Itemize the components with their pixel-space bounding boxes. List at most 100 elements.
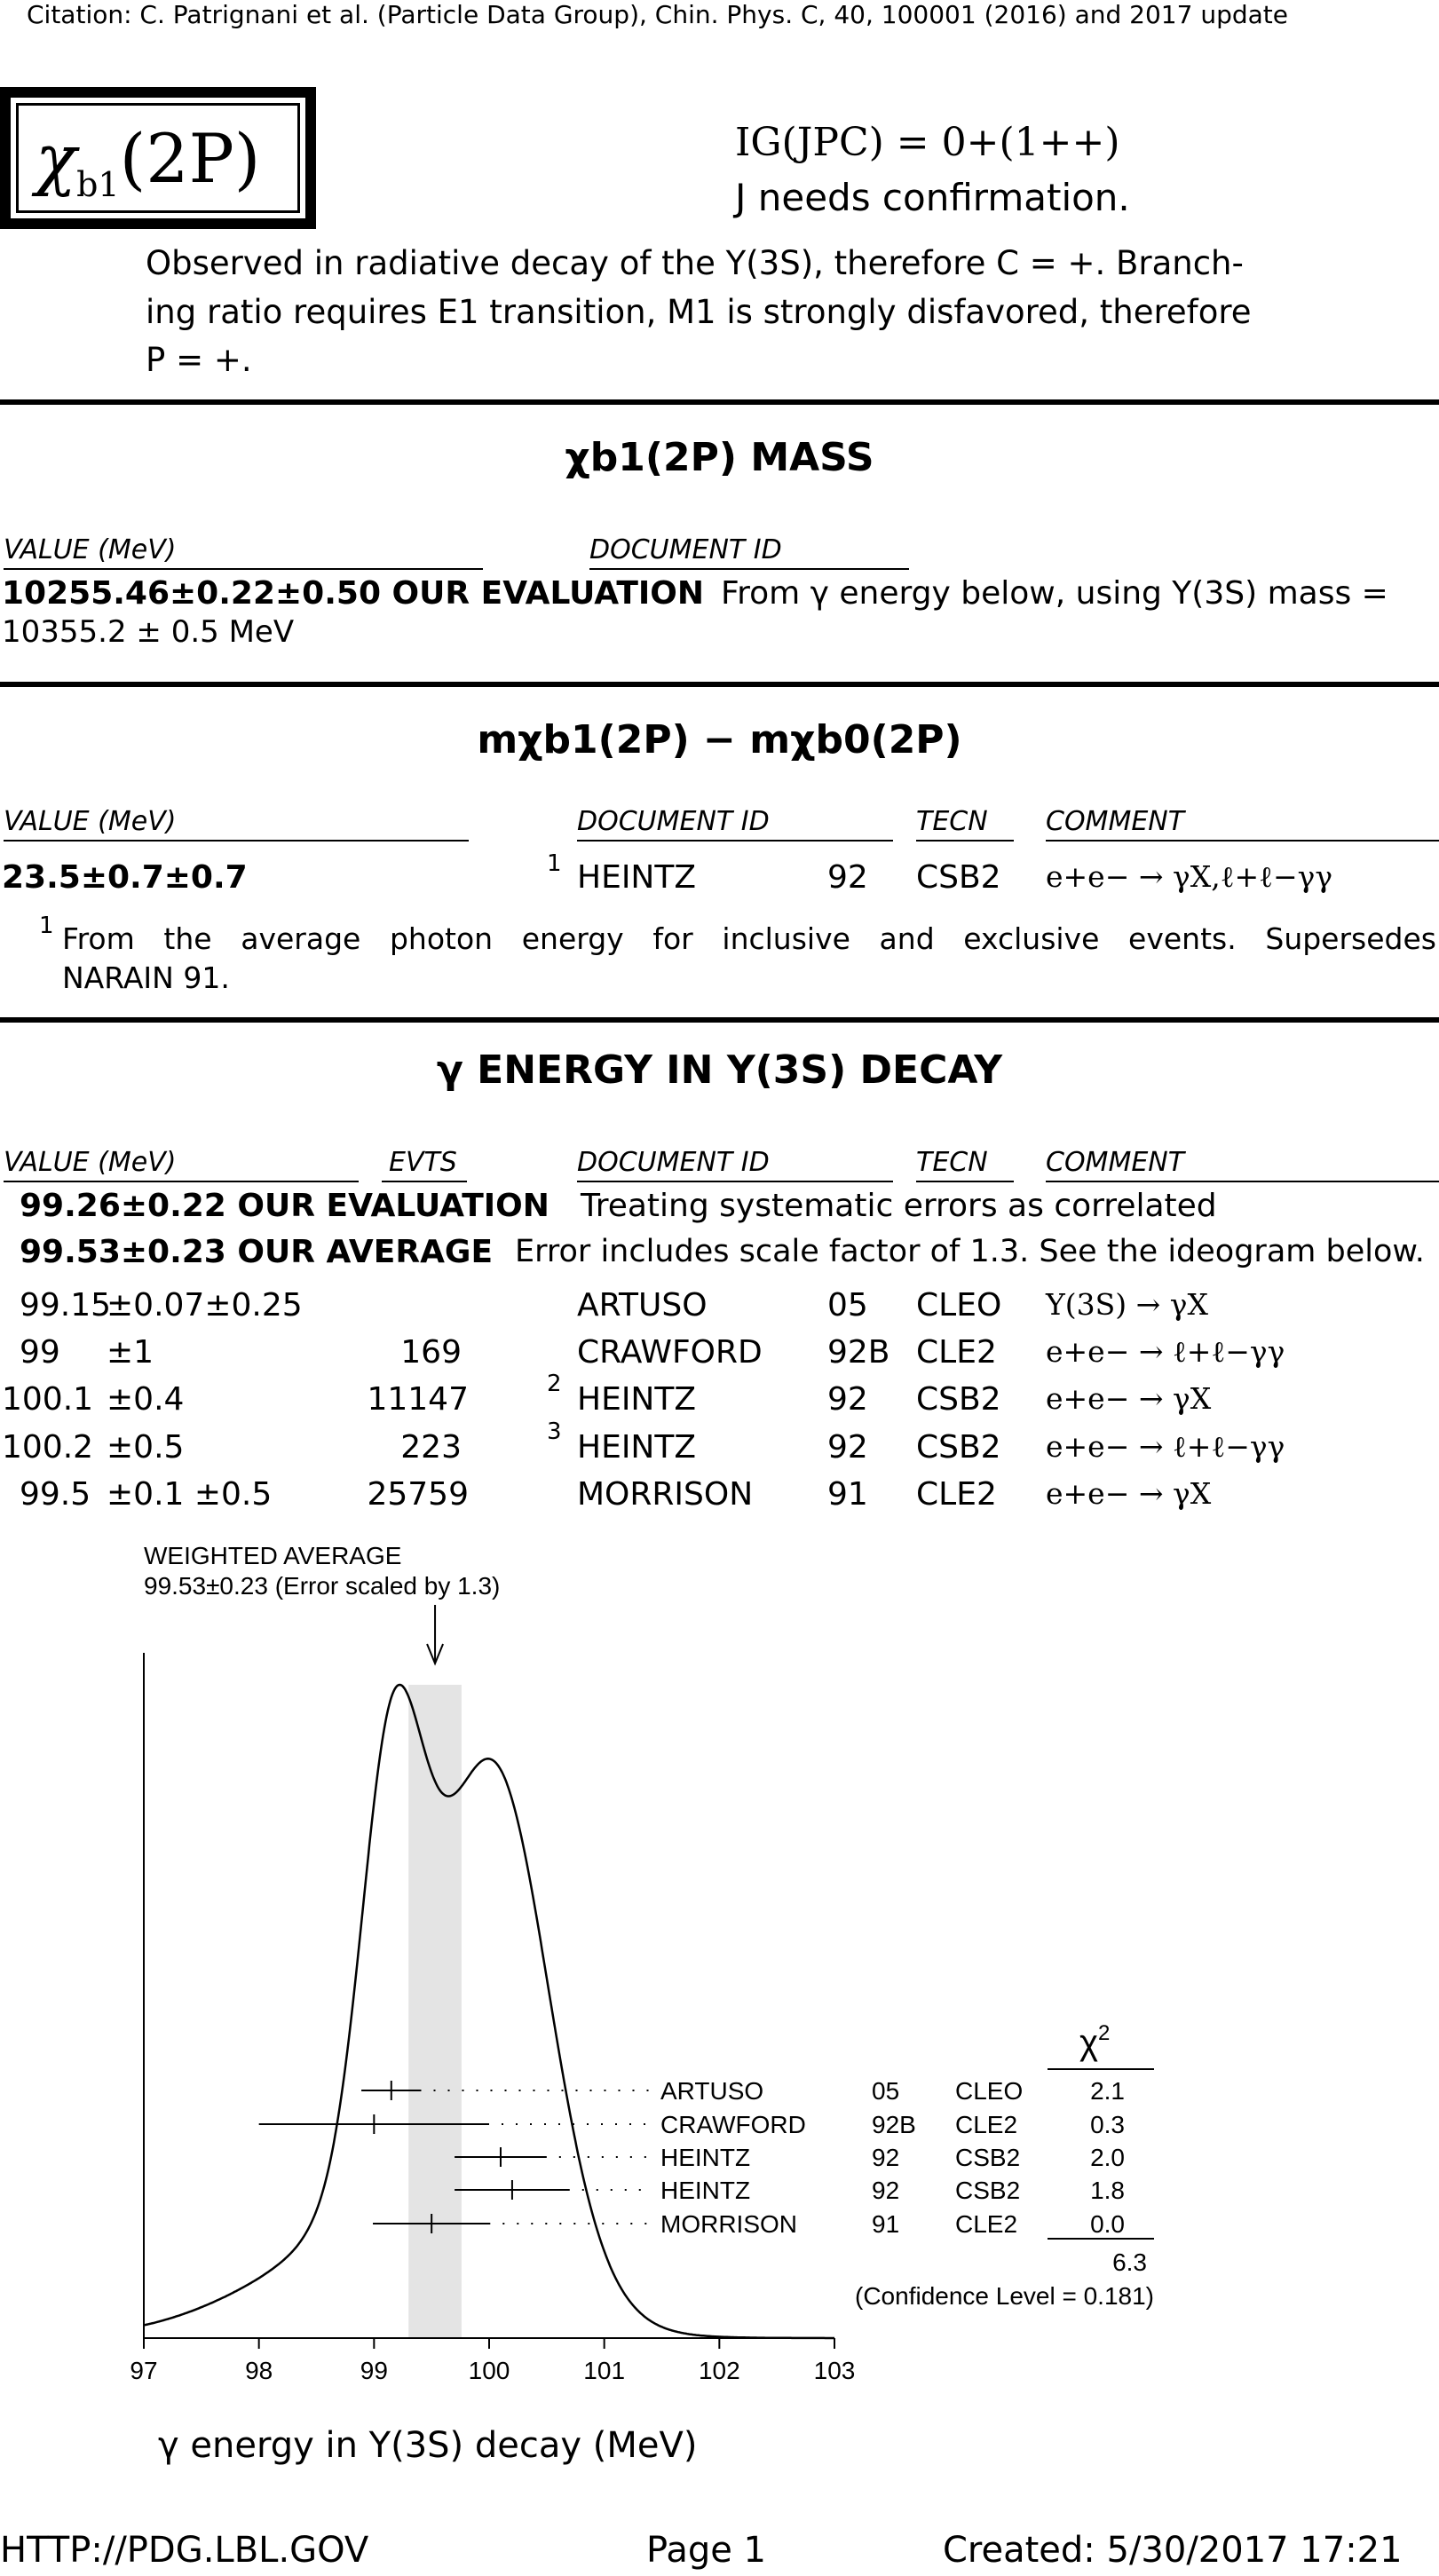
row-tecn: CLE2 [916,1334,997,1371]
chi2-header: χ2 [1079,2021,1110,2062]
diff-col-tecn-underline [916,840,1014,842]
row-year: 92 [827,1429,868,1466]
measurement-tecn: CSB2 [955,2144,1020,2171]
row-comment: Υ(3S) → γX [1046,1287,1208,1322]
mass-evaluation: 10255.46±0.22±0.50 OUR EVALUATION [2,575,705,612]
measurement-label: HEINTZ [660,2177,750,2204]
x-tick-label: 97 [130,2357,157,2384]
description-line-2: ing ratio requires E1 transition, M1 is … [146,293,1252,331]
row-comment: e+e− → ℓ+ℓ−γγ [1046,1334,1285,1369]
average-band [408,1685,462,2338]
diff-row-doc: HEINTZ [577,859,697,896]
description-line-1: Observed in radiative decay of the Υ(3S)… [146,244,1244,282]
row-error: ±0.4 [107,1381,185,1418]
row-tecn: CSB2 [916,1381,1001,1418]
measurement-label: ARTUSO [660,2077,763,2105]
row-value: 99 [20,1334,60,1371]
diff-section-title: mχb1(2P) − mχb0(2P) [477,717,962,763]
footer-created: Created: 5/30/2017 17:21 [943,2530,1403,2571]
measurement-chi2: 0.3 [1090,2111,1125,2138]
particle-name-box: χb1(2P) [0,87,316,229]
measurement-tecn: CLE2 [955,2111,1017,2138]
energy-col-tecn: TECN [916,1147,988,1178]
row-footnote-mark: 2 [547,1371,562,1397]
row-doc: ARTUSO [577,1287,708,1324]
x-tick-label: 100 [469,2357,510,2384]
mass-col-value-underline [4,568,483,570]
energy-col-doc-underline [577,1181,893,1182]
footer-url[interactable]: HTTP://PDG.LBL.GOV [0,2530,369,2571]
row-error: ±0.07±0.25 [107,1287,303,1324]
row-doc: HEINTZ [577,1381,697,1418]
chart-title: WEIGHTED AVERAGE [144,1542,401,1569]
measurement-label: CRAWFORD [660,2111,806,2138]
energy-col-comment: COMMENT [1046,1147,1185,1178]
x-tick-label: 102 [699,2357,740,2384]
diff-col-doc: DOCUMENT ID [577,806,770,837]
citation: Citation: C. Patrignani et al. (Particle… [27,0,1288,29]
chart-xlabel: γ energy in Υ(3S) decay (MeV) [158,2425,698,2466]
row-comment: e+e− → γX [1046,1381,1212,1416]
energy-col-comment-underline [1046,1181,1439,1182]
quantum-numbers: IG(JPC) = 0+(1++) [735,120,1120,165]
diff-row-footnote-mark: 1 [547,850,562,877]
confidence-level: (Confidence Level = 0.181) [855,2282,1154,2310]
diff-row-comment: e+e− → γX,ℓ+ℓ−γγ [1046,859,1333,894]
row-evts: 25759 [367,1476,469,1513]
measurement-year: 92 [872,2177,899,2204]
particle-name: χb1(2P) [36,119,261,205]
row-doc: HEINTZ [577,1429,697,1466]
footer-page: Page 1 [646,2530,766,2571]
diff-col-doc-underline [577,840,893,842]
measurement-chi2: 0.0 [1090,2210,1125,2238]
diff-row-value: 23.5±0.7±0.7 [2,859,248,896]
energy-col-doc: DOCUMENT ID [577,1147,770,1178]
energy-section-title: γ ENERGY IN Υ(3S) DECAY [436,1047,1003,1093]
row-evts: 169 [400,1334,462,1371]
row-footnote-mark: 3 [547,1418,562,1445]
row-year: 92 [827,1381,868,1418]
diff-col-comment: COMMENT [1046,806,1185,837]
measurement-tecn: CSB2 [955,2177,1020,2204]
measurement-label: HEINTZ [660,2144,750,2171]
row-year: 91 [827,1476,868,1513]
measurement-year: 92 [872,2144,899,2171]
divider-2 [0,682,1439,687]
row-value: 100.2 [2,1429,94,1466]
energy-col-tecn-underline [916,1181,1014,1182]
row-error: ±1 [107,1334,154,1371]
divider-3 [0,1017,1439,1023]
energy-col-evts-underline [382,1181,467,1182]
diff-row-tecn: CSB2 [916,859,1001,896]
measurement-year: 91 [872,2210,899,2238]
row-tecn: CLE2 [916,1476,997,1513]
row-year: 05 [827,1287,868,1324]
measurement-chi2: 2.0 [1090,2144,1125,2171]
ideogram-chart: WEIGHTED AVERAGE 99.53±0.23 (Error scale… [130,1542,1154,2384]
measurement-chi2: 2.1 [1090,2077,1125,2105]
x-tick-label: 103 [814,2357,856,2384]
measurement-year: 05 [872,2077,899,2105]
measurement-label: MORRISON [660,2210,797,2238]
diff-col-value: VALUE (MeV) [4,806,177,837]
mass-col-doc-underline [589,568,909,570]
row-evts: 223 [400,1429,462,1466]
measurement-tecn: CLEO [955,2077,1023,2105]
diff-col-value-underline [4,840,469,842]
row-value: 99.5 [20,1476,91,1513]
measurement-tecn: CLE2 [955,2210,1017,2238]
energy-col-value-underline [4,1181,359,1182]
row-value: 99.15 [20,1287,112,1324]
ideogram-curve [143,1683,834,2340]
diff-col-tecn: TECN [916,806,988,837]
row-error: ±0.5 [107,1429,185,1466]
divider-1 [0,399,1439,405]
row-comment: e+e− → ℓ+ℓ−γγ [1046,1429,1285,1464]
chi2-total: 6.3 [1112,2248,1147,2276]
mass-section-title: χb1(2P) MASS [565,435,874,480]
description-line-3: P = +. [146,341,252,379]
mass-col-value: VALUE (MeV) [4,534,177,565]
measurement-chi2: 1.8 [1090,2177,1125,2204]
row-tecn: CLEO [916,1287,1002,1324]
average-arrow-head [426,1643,444,1666]
